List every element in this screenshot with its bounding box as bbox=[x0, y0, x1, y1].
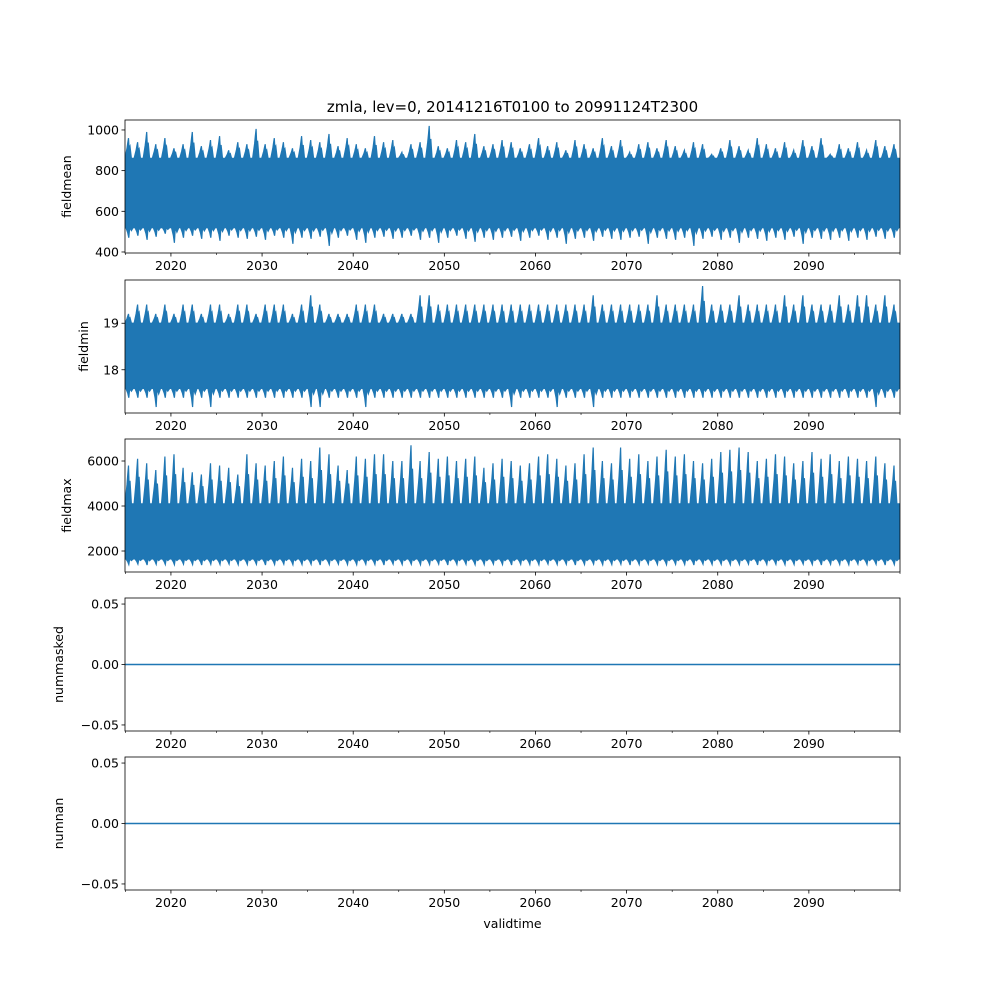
y-tick-label: −0.05 bbox=[81, 876, 119, 891]
x-tick-label: 2080 bbox=[702, 418, 734, 433]
x-tick-label: 2020 bbox=[155, 895, 187, 910]
y-tick-label: 0.00 bbox=[91, 657, 119, 672]
y-tick-label: 6000 bbox=[87, 454, 119, 469]
x-tick-label: 2050 bbox=[428, 418, 460, 433]
axes-frame bbox=[124, 279, 901, 414]
y-tick-label: −0.05 bbox=[81, 717, 119, 732]
x-tick-label: 2030 bbox=[246, 895, 278, 910]
x-tick-label: 2090 bbox=[793, 258, 825, 273]
subplot-numnan: −0.05 0.00 0.05 2020 2030 2040 2050 2060 2070 208… bbox=[51, 756, 901, 931]
chart-title: zmla, lev=0, 20141216T0100 to 20991124T2… bbox=[327, 98, 698, 116]
x-tick-label: 2060 bbox=[520, 895, 552, 910]
x-tick-label: 2090 bbox=[793, 577, 825, 592]
y-axis-label: fieldmin bbox=[76, 321, 91, 372]
x-tick-label: 2070 bbox=[611, 418, 643, 433]
x-tick-label: 2050 bbox=[428, 895, 460, 910]
y-tick-label: 0.00 bbox=[91, 816, 119, 831]
x-tick-label: 2050 bbox=[428, 736, 460, 751]
y-tick-label: 4000 bbox=[87, 499, 119, 514]
x-tick-label: 2060 bbox=[520, 258, 552, 273]
x-tick-label: 2030 bbox=[246, 736, 278, 751]
subplot-fieldmean: 400 600 800 1000 2020 2030 2040 2050 2060 2070 208… bbox=[59, 98, 901, 273]
x-tick-label: 2020 bbox=[155, 258, 187, 273]
x-tick-label: 2090 bbox=[793, 736, 825, 751]
x-tick-label: 2050 bbox=[428, 577, 460, 592]
x-tick-label: 2040 bbox=[337, 418, 369, 433]
x-tick-label: 2040 bbox=[337, 736, 369, 751]
x-tick-label: 2070 bbox=[611, 736, 643, 751]
y-axis-label: fieldmean bbox=[59, 155, 74, 217]
x-tick-label: 2030 bbox=[246, 418, 278, 433]
y-tick-label: 400 bbox=[95, 244, 119, 259]
x-tick-label: 2020 bbox=[155, 736, 187, 751]
x-tick-label: 2060 bbox=[520, 418, 552, 433]
x-tick-label: 2040 bbox=[337, 577, 369, 592]
series-envelope-fieldmax bbox=[125, 445, 900, 568]
x-tick-label: 2080 bbox=[702, 736, 734, 751]
y-tick-label: 19 bbox=[103, 316, 119, 331]
y-tick-label: 1000 bbox=[87, 122, 119, 137]
x-tick-label: 2060 bbox=[520, 736, 552, 751]
y-axis-label: nummasked bbox=[51, 626, 66, 703]
axes-frame bbox=[124, 438, 901, 573]
x-tick-label: 2070 bbox=[611, 577, 643, 592]
axes-frame bbox=[124, 119, 901, 254]
x-tick-label: 2070 bbox=[611, 258, 643, 273]
x-tick-label: 2090 bbox=[793, 418, 825, 433]
y-tick-label: 0.05 bbox=[91, 756, 119, 771]
x-tick-label: 2080 bbox=[702, 577, 734, 592]
y-tick-label: 0.05 bbox=[91, 597, 119, 612]
y-axis-label: numnan bbox=[51, 798, 66, 850]
x-tick-label: 2080 bbox=[702, 258, 734, 273]
x-tick-label: 2020 bbox=[155, 418, 187, 433]
subplot-fieldmin: 18 19 2020 2030 2040 2050 2060 2070 2080 2090 fiel… bbox=[76, 279, 901, 433]
y-tick-label: 800 bbox=[95, 163, 119, 178]
series-envelope-fieldmin bbox=[125, 285, 900, 408]
x-tick-label: 2040 bbox=[337, 258, 369, 273]
y-axis-label: fieldmax bbox=[59, 478, 74, 532]
x-tick-label: 2030 bbox=[246, 258, 278, 273]
y-tick-label: 600 bbox=[95, 204, 119, 219]
x-tick-label: 2090 bbox=[793, 895, 825, 910]
subplot-nummasked: −0.05 0.00 0.05 2020 2030 2040 2050 2060 2070 208… bbox=[51, 597, 901, 751]
x-tick-label: 2040 bbox=[337, 895, 369, 910]
series-envelope-fieldmean bbox=[125, 125, 900, 246]
x-tick-label: 2030 bbox=[246, 577, 278, 592]
x-axis-label: validtime bbox=[483, 916, 541, 931]
x-tick-label: 2080 bbox=[702, 895, 734, 910]
x-tick-label: 2020 bbox=[155, 577, 187, 592]
x-tick-label: 2060 bbox=[520, 577, 552, 592]
y-tick-label: 18 bbox=[103, 362, 119, 377]
x-tick-label: 2050 bbox=[428, 258, 460, 273]
subplot-fieldmax: 2000 4000 6000 2020 2030 2040 2050 2060 2070 2080… bbox=[59, 438, 901, 592]
y-tick-label: 2000 bbox=[87, 544, 119, 559]
x-tick-label: 2070 bbox=[611, 895, 643, 910]
